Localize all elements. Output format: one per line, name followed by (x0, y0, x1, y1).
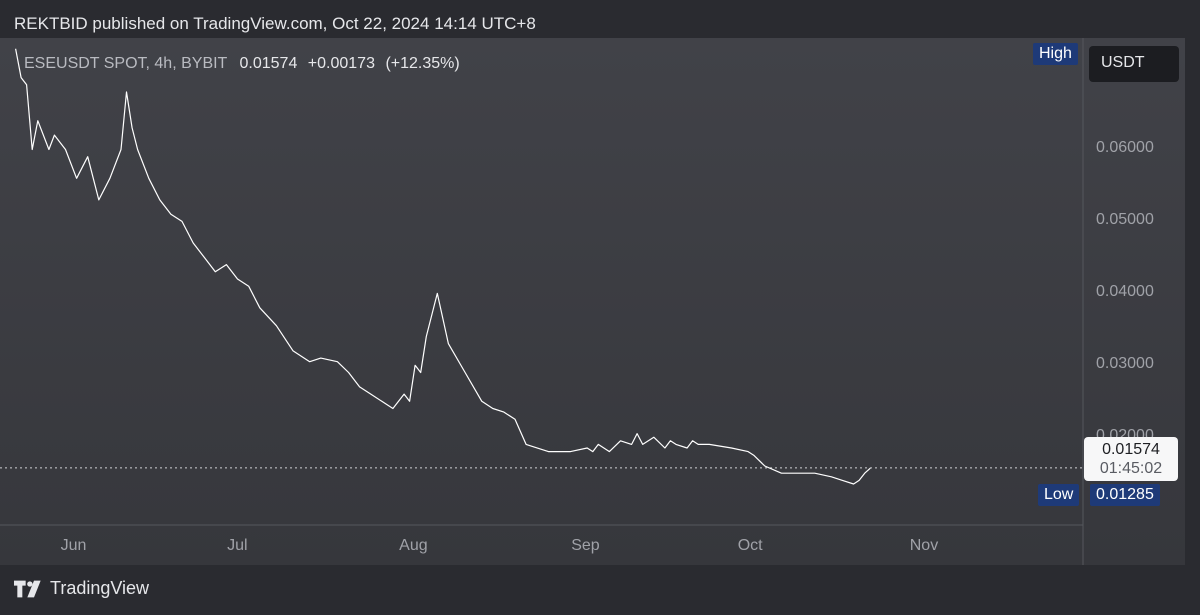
price-change-pct: (+12.35%) (385, 55, 460, 72)
last-price: 0.01574 (239, 55, 298, 72)
price-series-line-0 (15, 48, 871, 485)
current-price-label: 0.01574 01:45:02 (1084, 437, 1178, 481)
x-tick-label: Jun (60, 537, 87, 554)
symbol-label: ESEUSDT SPOT, 4h, BYBIT (24, 55, 228, 72)
bar-countdown: 01:45:02 (1099, 460, 1163, 477)
x-tick-label: Sep (571, 537, 600, 554)
y-tick-label: 0.05000 (1096, 211, 1154, 229)
footer-brand: TradingView (50, 578, 150, 598)
x-tick-label: Oct (737, 537, 763, 554)
tradingview-footer: TradingView (14, 578, 149, 599)
current-price-value: 0.01574 (1102, 441, 1160, 458)
series-layer (15, 48, 871, 485)
low-tag: Low (1038, 484, 1080, 506)
y-tick-label: 0.04000 (1096, 283, 1154, 301)
low-value: 0.01285 (1090, 484, 1160, 506)
high-tag: High (1033, 43, 1078, 65)
x-tick-label: Jul (227, 537, 248, 554)
tradingview-logo-icon (14, 580, 41, 597)
y-tick-label: 0.06000 (1096, 139, 1154, 157)
currency-button[interactable]: USDT (1089, 46, 1179, 82)
publish-header: REKTBID published on TradingView.com, Oc… (14, 14, 536, 33)
x-tick-label: Aug (399, 537, 428, 554)
y-tick-label: 0.03000 (1096, 355, 1154, 373)
chart-legend: ESEUSDT SPOT, 4h, BYBIT 0.01574 +0.00173… (24, 55, 466, 73)
x-tick-label: Nov (909, 537, 939, 554)
price-change: +0.00173 (307, 55, 375, 72)
chart-area[interactable] (0, 38, 1185, 565)
